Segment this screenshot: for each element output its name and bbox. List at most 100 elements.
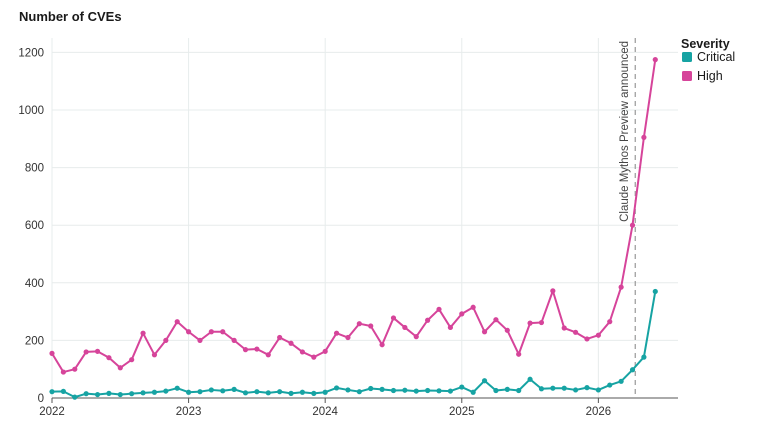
data-point — [356, 321, 362, 327]
data-point — [106, 355, 112, 361]
data-point — [584, 336, 590, 342]
data-point — [481, 329, 488, 335]
data-point — [493, 317, 499, 323]
data-point — [242, 347, 249, 353]
data-point — [83, 391, 89, 397]
data-point — [550, 385, 556, 391]
data-point — [470, 389, 476, 395]
data-point — [129, 391, 135, 397]
data-point — [345, 387, 351, 393]
data-point — [311, 354, 317, 360]
data-point — [573, 329, 579, 335]
x-axis: 2022 2023 2024 2025 2026 — [39, 397, 678, 418]
data-point — [231, 386, 237, 392]
data-point — [516, 351, 522, 357]
legend: Severity Critical High — [681, 37, 735, 83]
data-point — [573, 387, 579, 393]
data-point — [60, 369, 66, 375]
data-point — [413, 334, 419, 340]
chart-title: Number of CVEs — [19, 9, 122, 24]
series-line-critical — [51, 291, 657, 399]
data-point — [629, 367, 636, 373]
data-point — [447, 324, 453, 331]
data-point — [470, 304, 476, 310]
data-point — [83, 349, 89, 355]
x-tick-label: 2026 — [586, 406, 612, 418]
data-point — [185, 389, 192, 395]
data-point — [527, 320, 533, 326]
data-point — [163, 388, 169, 394]
data-point — [265, 352, 271, 358]
data-point — [561, 325, 567, 331]
data-point — [288, 340, 294, 346]
data-point — [151, 389, 158, 395]
data-point — [174, 385, 180, 391]
data-point — [254, 389, 260, 395]
data-point — [413, 388, 419, 394]
data-point — [595, 332, 601, 338]
data-point — [140, 390, 146, 396]
data-point — [94, 391, 101, 398]
data-point — [220, 329, 226, 335]
x-tick-label: 2022 — [39, 406, 65, 418]
series-group — [49, 57, 658, 400]
data-point — [322, 389, 328, 395]
data-point — [368, 323, 374, 329]
data-point — [265, 390, 271, 396]
y-tick-label: 200 — [25, 335, 44, 347]
data-point — [117, 365, 123, 371]
data-point — [641, 134, 647, 140]
data-point — [151, 352, 158, 358]
data-point — [345, 334, 351, 341]
data-point — [447, 388, 453, 394]
data-point — [368, 385, 374, 392]
data-point — [436, 388, 442, 394]
data-point — [390, 315, 397, 321]
data-point — [208, 387, 214, 393]
y-axis: 0 200 400 600 800 1000 1200 — [18, 47, 44, 405]
data-point — [504, 386, 510, 392]
data-point — [72, 394, 78, 400]
x-tick-label: 2025 — [449, 406, 475, 418]
data-point — [299, 389, 306, 395]
y-tick-label: 800 — [25, 163, 44, 175]
data-point — [333, 330, 340, 336]
legend-label-high: High — [697, 69, 723, 83]
annotation: Claude Mythos Preview announced — [619, 38, 636, 398]
data-point — [49, 350, 55, 356]
data-point — [584, 385, 590, 391]
data-point — [459, 384, 465, 390]
data-point — [129, 357, 135, 363]
y-tick-label: 600 — [25, 220, 44, 232]
data-point — [652, 57, 658, 63]
data-point — [618, 378, 624, 384]
y-tick-label: 400 — [25, 278, 44, 290]
data-point — [607, 319, 613, 325]
data-point — [197, 389, 203, 395]
data-point — [402, 324, 408, 331]
data-point — [220, 388, 226, 394]
data-point — [481, 378, 488, 384]
data-point — [379, 386, 385, 392]
data-point — [197, 337, 203, 343]
data-point — [504, 327, 510, 333]
data-point — [390, 387, 397, 394]
data-point — [208, 329, 214, 335]
annotation-label: Claude Mythos Preview announced — [619, 41, 631, 222]
data-point — [550, 288, 556, 294]
data-point — [379, 342, 385, 348]
data-point — [459, 311, 465, 317]
data-point — [436, 306, 442, 312]
data-point — [140, 330, 146, 336]
data-point — [242, 390, 249, 396]
data-point — [185, 329, 192, 335]
data-point — [254, 346, 260, 352]
data-point — [277, 389, 283, 395]
data-point — [299, 349, 306, 355]
data-point — [652, 288, 658, 295]
data-point — [60, 388, 66, 394]
data-point — [231, 337, 237, 343]
data-point — [538, 386, 545, 392]
data-point — [402, 387, 408, 393]
data-point — [527, 376, 533, 382]
